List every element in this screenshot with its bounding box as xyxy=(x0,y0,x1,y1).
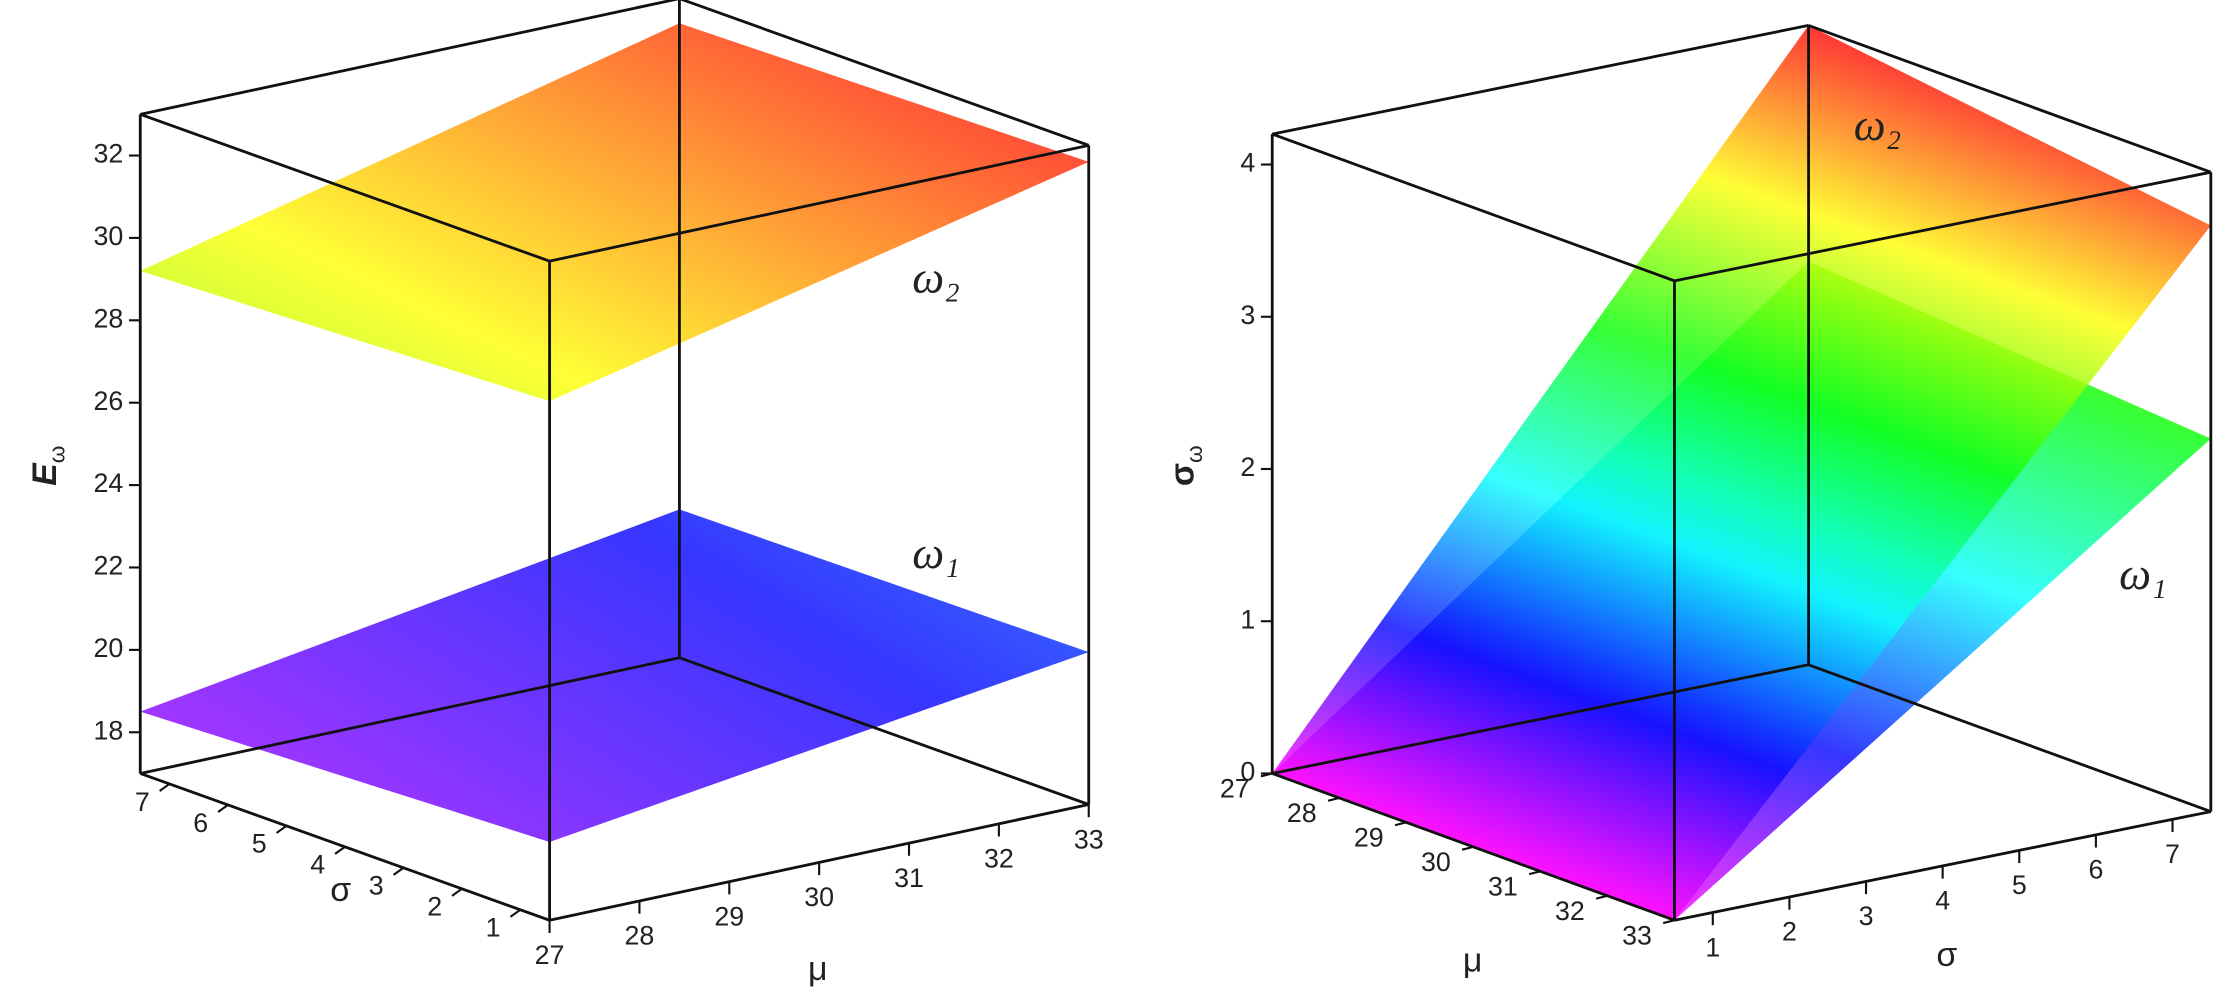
x-tick-label: 27 xyxy=(1220,773,1250,803)
z-axis-label-sub: ω xyxy=(1182,445,1207,463)
y-tick-label: 3 xyxy=(369,871,384,901)
y-tick-label: 6 xyxy=(193,808,208,838)
x-tick-label: 31 xyxy=(894,863,924,893)
z-tick-label: 28 xyxy=(94,303,124,333)
y-tick xyxy=(451,887,463,897)
surface-label: ω₂ xyxy=(1854,100,1902,150)
box-edge xyxy=(139,0,680,116)
x-tick-label: 29 xyxy=(714,901,744,931)
x-tick-label: 33 xyxy=(1622,920,1652,950)
z-axis-label-sub: ω xyxy=(44,446,69,464)
z-tick-label: 0 xyxy=(1240,757,1255,787)
x-tick-label: 27 xyxy=(535,940,565,970)
z-tick-label: 2 xyxy=(1240,452,1255,482)
surface xyxy=(1272,25,2211,921)
z-axis-label: Eω xyxy=(26,446,69,486)
x-tick xyxy=(1260,772,1273,778)
surface-label: ω₁ xyxy=(912,528,960,578)
z-tick-label: 26 xyxy=(94,386,124,416)
y-tick-label: 4 xyxy=(1935,886,1950,916)
box-edge xyxy=(139,112,551,263)
x-tick-label: 28 xyxy=(1287,798,1317,828)
x-tick xyxy=(1662,919,1675,925)
z-tick-label: 1 xyxy=(1240,604,1255,634)
x-tick xyxy=(1595,894,1608,900)
box-edge xyxy=(678,656,1090,806)
z-tick-label: 32 xyxy=(94,139,124,169)
y-tick-label: 2 xyxy=(427,892,442,922)
chart: ω₁ ω₂ 18 20 22 24 26 28 30 32 27 28 29 30 31 32 33 1 2 3 4 5 6… xyxy=(26,0,1104,988)
x-tick-label: 29 xyxy=(1354,822,1384,852)
z-tick-label: 22 xyxy=(94,551,124,581)
x-tick xyxy=(1327,796,1340,802)
x-axis-label: μ xyxy=(1463,942,1483,980)
box-edge xyxy=(1808,24,2212,174)
x-tick xyxy=(1394,821,1407,827)
y-tick-label: 4 xyxy=(310,850,325,880)
x-tick-label: 30 xyxy=(1421,847,1451,877)
y-tick-label: 1 xyxy=(1705,932,1720,962)
x-axis-label: μ xyxy=(808,950,828,988)
y-axis-label: σ xyxy=(330,871,351,909)
surface-label: ω₂ xyxy=(912,253,960,303)
box-edge xyxy=(1271,132,1675,283)
y-tick-label: 5 xyxy=(2012,870,2027,900)
z-axis-label-main: σ xyxy=(1164,463,1202,486)
surface-label: ω₁ xyxy=(2119,549,2167,599)
box-edge xyxy=(1271,24,1809,136)
box-edge xyxy=(139,656,680,775)
z-tick-label: 20 xyxy=(94,633,124,663)
y-tick-label: 7 xyxy=(2165,839,2180,869)
y-tick xyxy=(275,825,288,834)
box-edge xyxy=(549,143,1090,263)
y-tick-label: 2 xyxy=(1782,917,1797,947)
box-edge xyxy=(1808,663,2212,813)
y-tick xyxy=(217,804,229,813)
x-tick-label: 30 xyxy=(804,882,834,912)
y-axis-label: σ xyxy=(1936,936,1957,974)
x-tick-label: 33 xyxy=(1074,824,1104,854)
z-tick-label: 18 xyxy=(94,715,124,745)
y-tick xyxy=(159,783,171,792)
z-axis-label: σω xyxy=(1164,445,1207,486)
x-tick xyxy=(1528,870,1541,876)
box-edge xyxy=(1271,663,1809,775)
box-edge xyxy=(679,0,1090,147)
y-tick xyxy=(392,866,405,876)
y-tick-label: 7 xyxy=(135,787,150,817)
y-tick xyxy=(334,845,346,855)
y-tick-label: 1 xyxy=(486,913,501,943)
z-tick-label: 24 xyxy=(94,468,124,498)
x-tick xyxy=(1461,845,1474,851)
z-tick-label: 3 xyxy=(1240,300,1255,330)
box-edge xyxy=(1674,170,2212,283)
z-axis-label-main: E xyxy=(26,462,64,486)
x-tick-label: 28 xyxy=(625,921,655,951)
x-tick-label: 32 xyxy=(984,844,1014,874)
surface xyxy=(140,23,1089,402)
y-tick-label: 5 xyxy=(252,829,267,859)
surface xyxy=(140,509,1089,842)
y-tick-label: 3 xyxy=(1859,901,1874,931)
y-tick xyxy=(509,908,521,918)
z-tick-label: 4 xyxy=(1240,148,1255,178)
x-tick-label: 32 xyxy=(1555,896,1585,926)
x-tick-label: 31 xyxy=(1488,871,1518,901)
z-tick-label: 30 xyxy=(94,221,124,251)
y-tick-label: 6 xyxy=(2088,855,2103,885)
